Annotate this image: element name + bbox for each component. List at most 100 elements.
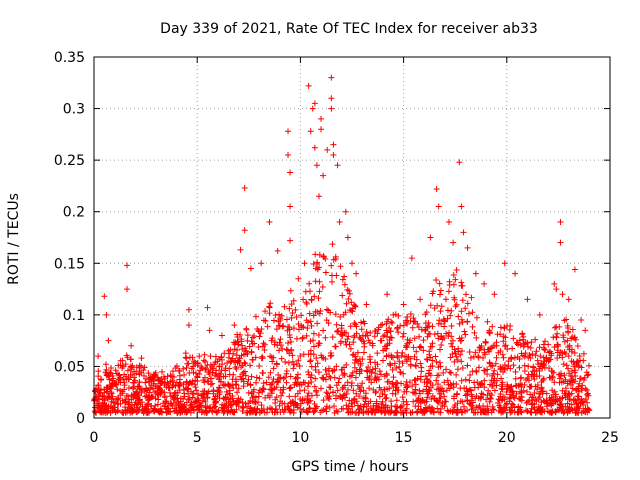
data-point <box>305 369 312 376</box>
data-point <box>400 370 407 377</box>
data-point <box>362 395 369 402</box>
data-point <box>279 345 286 352</box>
data-point <box>332 255 339 262</box>
data-point <box>251 333 258 340</box>
data-point <box>212 353 219 360</box>
data-point <box>388 352 395 359</box>
data-point <box>536 344 543 351</box>
data-point <box>402 407 409 414</box>
data-point <box>307 350 314 357</box>
data-point <box>485 407 492 414</box>
data-point <box>534 357 541 364</box>
data-point <box>267 300 274 307</box>
data-point <box>142 379 149 386</box>
data-point <box>102 361 109 368</box>
data-point <box>527 344 534 351</box>
data-point <box>297 400 304 407</box>
data-point <box>218 367 225 374</box>
data-point <box>426 403 433 410</box>
data-point <box>100 409 107 416</box>
data-point <box>311 401 318 408</box>
data-point <box>184 360 191 367</box>
data-point <box>404 320 411 327</box>
data-point <box>178 405 185 412</box>
data-point <box>167 372 174 379</box>
data-point <box>285 403 292 410</box>
data-point <box>411 335 418 342</box>
data-point <box>353 323 360 330</box>
x-axis-title: GPS time / hours <box>291 459 408 475</box>
data-point <box>546 356 553 363</box>
data-point <box>476 347 483 354</box>
data-point <box>456 159 463 166</box>
data-point <box>387 334 394 341</box>
data-point <box>363 328 370 335</box>
data-point <box>556 379 563 386</box>
data-point <box>171 390 178 397</box>
data-point <box>263 379 270 386</box>
data-point <box>232 376 239 383</box>
data-point <box>286 393 293 400</box>
data-point <box>283 316 290 323</box>
data-point <box>274 247 281 254</box>
data-point <box>376 393 383 400</box>
data-point <box>532 352 539 359</box>
data-point <box>451 393 458 400</box>
data-point <box>268 390 275 397</box>
data-point <box>200 408 207 415</box>
data-point <box>452 276 459 283</box>
data-point <box>423 398 430 405</box>
data-point <box>429 340 436 347</box>
data-point <box>439 402 446 409</box>
data-point <box>435 386 442 393</box>
data-point <box>363 301 370 308</box>
data-point <box>480 403 487 410</box>
data-point <box>442 398 449 405</box>
data-point <box>259 343 266 350</box>
data-point <box>503 400 510 407</box>
data-point <box>253 379 260 386</box>
data-point <box>361 340 368 347</box>
data-point <box>230 384 237 391</box>
data-point <box>453 266 460 273</box>
data-point <box>360 403 367 410</box>
data-point <box>404 313 411 320</box>
data-point <box>386 325 393 332</box>
data-point <box>448 322 455 329</box>
data-point <box>518 397 525 404</box>
data-point <box>329 388 336 395</box>
data-point <box>453 353 460 360</box>
data-point <box>358 336 365 343</box>
data-point <box>423 309 430 316</box>
data-point <box>290 297 297 304</box>
data-point <box>527 383 534 390</box>
data-point <box>562 385 569 392</box>
data-point <box>233 352 240 359</box>
data-point <box>200 391 207 398</box>
data-point <box>196 353 203 360</box>
data-point <box>232 364 239 371</box>
data-point <box>524 398 531 405</box>
data-point <box>446 369 453 376</box>
data-point <box>407 311 414 318</box>
data-point <box>554 347 561 354</box>
data-point <box>332 343 339 350</box>
data-point <box>433 276 440 283</box>
data-point <box>417 406 424 413</box>
data-point <box>187 402 194 409</box>
data-point <box>529 351 536 358</box>
data-point <box>354 349 361 356</box>
data-point <box>466 348 473 355</box>
data-point <box>478 380 485 387</box>
data-point <box>242 400 249 407</box>
data-point <box>227 358 234 365</box>
data-point <box>420 347 427 354</box>
data-point <box>537 363 544 370</box>
data-point <box>353 270 360 277</box>
data-point <box>546 374 553 381</box>
data-point <box>286 407 293 414</box>
data-point <box>500 338 507 345</box>
data-point <box>500 354 507 361</box>
data-point <box>383 353 390 360</box>
data-point <box>469 368 476 375</box>
